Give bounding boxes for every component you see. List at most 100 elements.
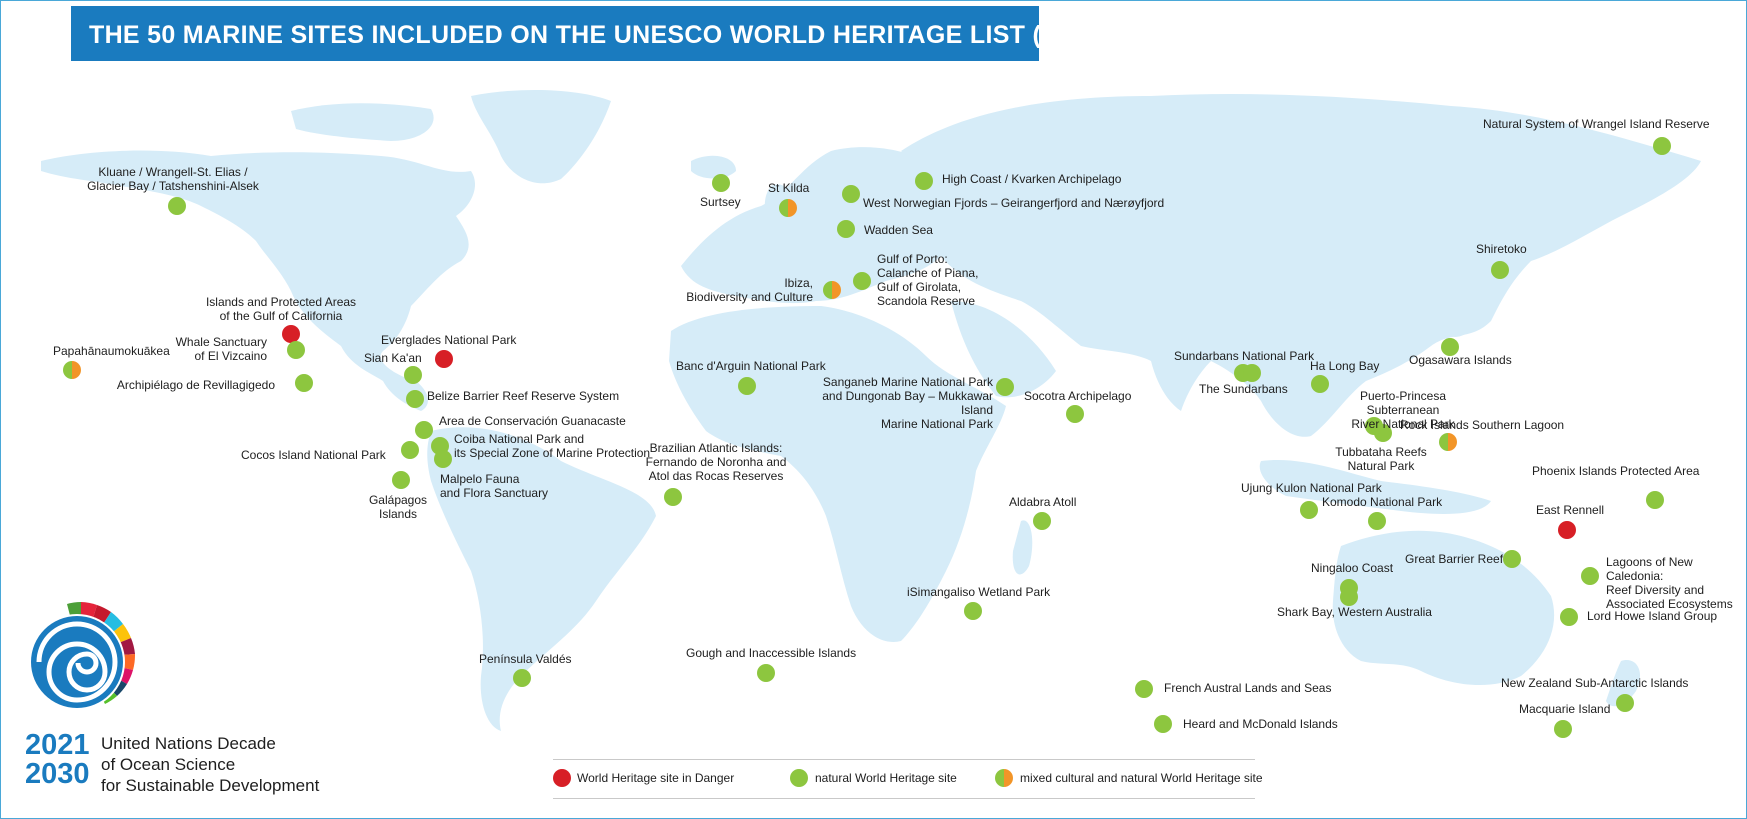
site-marker-mixed[interactable] <box>63 361 81 379</box>
site-marker[interactable] <box>1154 715 1172 733</box>
site-label: Natural System of Wrangel Island Reserve <box>1483 117 1710 131</box>
south-america-landmass <box>427 427 656 731</box>
site-marker-mixed[interactable] <box>779 199 797 217</box>
site-marker[interactable] <box>1560 608 1578 626</box>
legend-natural-swatch <box>790 769 808 787</box>
site-label: Brazilian Atlantic Islands: Fernando de … <box>645 441 787 483</box>
site-marker-danger[interactable] <box>282 325 300 343</box>
site-marker[interactable] <box>415 421 433 439</box>
site-marker[interactable] <box>837 220 855 238</box>
site-marker-mixed[interactable] <box>1439 433 1457 451</box>
decade-name-line: United Nations Decade <box>101 734 276 753</box>
site-label: Macquarie Island <box>1519 702 1611 716</box>
ocean-decade-logo <box>29 602 136 710</box>
site-label: High Coast / Kvarken Archipelago <box>942 172 1122 186</box>
site-label: West Norwegian Fjords – Geirangerfjord a… <box>863 196 1165 210</box>
site-label: Galápagos Islands <box>368 493 428 521</box>
title-banner: THE 50 MARINE SITES INCLUDED ON THE UNES… <box>71 6 1106 61</box>
site-marker[interactable] <box>401 441 419 459</box>
site-label: Whale Sanctuary of El Vizcaino <box>175 335 267 363</box>
site-label: Aldabra Atoll <box>1009 495 1077 509</box>
site-marker-mixed[interactable] <box>823 281 841 299</box>
site-label: Rock Islands Southern Lagoon <box>1400 418 1565 432</box>
southeast-asia-islands <box>1259 460 1491 514</box>
site-marker[interactable] <box>1581 567 1599 585</box>
site-marker[interactable] <box>738 377 756 395</box>
site-marker[interactable] <box>168 197 186 215</box>
site-label: Great Barrier Reef <box>1405 552 1504 566</box>
site-label: Lagoons of New Caledonia: Reef Diversity… <box>1606 555 1733 611</box>
iceland-landmass <box>691 155 736 179</box>
site-marker[interactable] <box>1503 550 1521 568</box>
legend-natural-label: natural World Heritage site <box>815 771 957 785</box>
site-label: Coiba National Park and its Special Zone… <box>454 432 651 460</box>
site-label: Wadden Sea <box>864 223 933 237</box>
site-marker[interactable] <box>404 366 422 384</box>
site-marker[interactable] <box>1340 588 1358 606</box>
site-marker-danger[interactable] <box>435 350 453 368</box>
site-label: The Sundarbans <box>1199 382 1288 396</box>
decade-years: 2021 2030 <box>25 731 90 789</box>
europe-landmass <box>681 147 956 304</box>
site-marker[interactable] <box>1135 680 1153 698</box>
site-label: Ogasawara Islands <box>1409 353 1512 367</box>
site-marker[interactable] <box>915 172 933 190</box>
site-label: Phoenix Islands Protected Area <box>1532 464 1700 478</box>
site-marker-danger[interactable] <box>1558 521 1576 539</box>
site-marker[interactable] <box>1311 375 1329 393</box>
site-label: Ningaloo Coast <box>1311 561 1394 575</box>
continents <box>1 89 1746 818</box>
japan-landmass <box>1451 277 1495 337</box>
site-label: Lord Howe Island Group <box>1587 609 1718 623</box>
north-america-landmass <box>41 150 476 412</box>
site-marker[interactable] <box>406 390 424 408</box>
australia-landmass <box>1332 530 1555 686</box>
site-marker[interactable] <box>1368 512 1386 530</box>
site-marker[interactable] <box>1554 720 1572 738</box>
site-label: Banc d'Arguin National Park <box>676 359 826 373</box>
map-title: THE 50 MARINE SITES INCLUDED ON THE UNES… <box>89 21 1107 49</box>
site-label: Papahānaumokuākea <box>53 344 170 358</box>
site-label: Gough and Inaccessible Islands <box>686 646 857 660</box>
site-marker[interactable] <box>295 374 313 392</box>
site-label: Archipiélago de Revillagigedo <box>116 378 275 392</box>
site-marker[interactable] <box>757 664 775 682</box>
site-marker[interactable] <box>996 378 1014 396</box>
site-label: Surtsey <box>700 195 741 209</box>
decade-name-line: for Sustainable Development <box>101 776 320 795</box>
site-marker[interactable] <box>1441 338 1459 356</box>
site-label: Ujung Kulon National Park <box>1241 481 1382 495</box>
site-label: Ha Long Bay <box>1310 359 1380 373</box>
site-marker[interactable] <box>664 488 682 506</box>
decade-name-line: of Ocean Science <box>101 755 236 774</box>
site-marker[interactable] <box>287 341 305 359</box>
site-marker[interactable] <box>434 450 452 468</box>
site-label: iSimangaliso Wetland Park <box>907 585 1051 599</box>
site-label: Shark Bay, Western Australia <box>1277 605 1432 619</box>
site-marker[interactable] <box>513 669 531 687</box>
site-marker[interactable] <box>1646 491 1664 509</box>
site-marker[interactable] <box>1653 137 1671 155</box>
decade-start-year: 2021 <box>25 729 90 761</box>
site-marker[interactable] <box>1374 424 1392 442</box>
site-label: Everglades National Park <box>381 333 517 347</box>
site-marker[interactable] <box>1243 364 1261 382</box>
site-label: New Zealand Sub-Antarctic Islands <box>1501 676 1689 690</box>
site-marker[interactable] <box>853 272 871 290</box>
site-marker[interactable] <box>392 471 410 489</box>
site-marker[interactable] <box>1491 261 1509 279</box>
site-label: Cocos Island National Park <box>241 448 386 462</box>
site-label: Sundarbans National Park <box>1174 349 1315 363</box>
site-marker[interactable] <box>964 602 982 620</box>
antarctica-edge <box>1 811 1746 818</box>
site-marker[interactable] <box>1616 694 1634 712</box>
site-label: Península Valdés <box>479 652 572 666</box>
site-marker[interactable] <box>1033 512 1051 530</box>
site-marker[interactable] <box>1300 501 1318 519</box>
decade-end-year: 2030 <box>25 758 90 790</box>
arabia-landmass <box>951 301 1056 398</box>
site-marker[interactable] <box>712 174 730 192</box>
site-marker[interactable] <box>1066 405 1084 423</box>
site-marker[interactable] <box>842 185 860 203</box>
